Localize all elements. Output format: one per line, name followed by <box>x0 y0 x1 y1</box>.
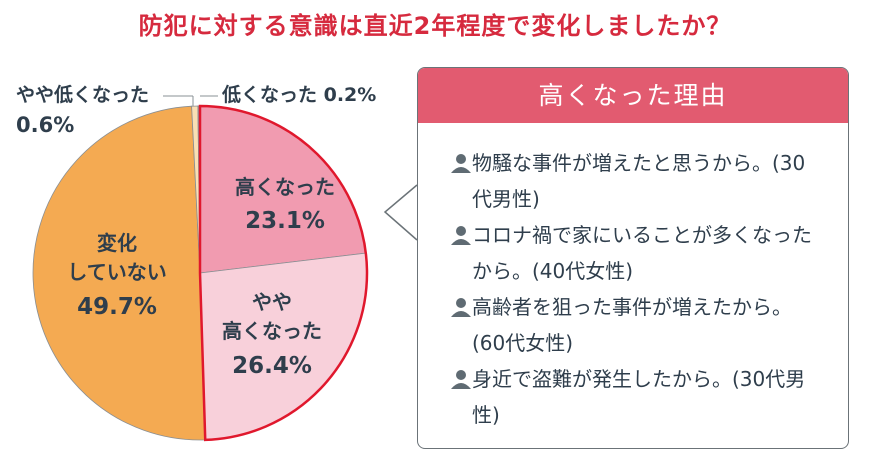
label-slightly-low-name: やや低くなった <box>16 84 150 106</box>
label-low: 低くなった 0.2% <box>222 84 377 106</box>
reason-text: 身近で盗難が発生したから。(30代男性) <box>472 367 806 427</box>
label-no-change-value: 49.7% <box>77 294 157 320</box>
reason-text: 物騒な事件が増えたと思うから。(30代男性) <box>472 151 806 211</box>
person-icon <box>451 370 471 389</box>
label-slightly-low-value: 0.6% <box>16 113 75 137</box>
label-high-name: 高くなった <box>235 175 335 199</box>
highlight-outline <box>198 104 369 442</box>
person-icon <box>451 226 471 245</box>
reason-text: コロナ禍で家にいることが多くなったから。(40代女性) <box>472 223 812 283</box>
person-icon <box>451 154 471 173</box>
pie-slice-2 <box>32 105 206 441</box>
reason-item: 物騒な事件が増えたと思うから。(30代男性) <box>450 145 848 217</box>
label-no-change-name1: 変化 <box>97 231 137 255</box>
label-slightly-low: やや低くなった 0.6% <box>16 80 149 140</box>
callout-tail <box>383 184 418 241</box>
reason-item: 高齢者を狙った事件が増えたから。(60代女性) <box>450 289 848 361</box>
person-icon <box>451 298 471 317</box>
chart-title: 防犯に対する意識は直近2年程度で変化しましたか？ <box>138 12 732 40</box>
callout-title: 高くなった理由 <box>418 68 848 123</box>
label-slightly-high-value: 26.4% <box>232 353 312 379</box>
label-slightly-high-name2: 高くなった <box>222 319 322 343</box>
callout-box: 高くなった理由 物騒な事件が増えたと思うから。(30代男性) コロナ禍で家にいる… <box>417 67 849 449</box>
label-no-change-name2: していない <box>67 260 166 284</box>
label-slightly-high-name1: やや <box>252 290 292 314</box>
reason-item: 身近で盗難が発生したから。(30代男性) <box>450 361 848 433</box>
reason-list: 物騒な事件が増えたと思うから。(30代男性) コロナ禍で家にいることが多くなった… <box>418 123 848 433</box>
pie-slice-1 <box>199 252 368 441</box>
label-high-value: 23.1% <box>245 208 325 234</box>
reason-text: 高齢者を狙った事件が増えたから。(60代女性) <box>472 295 792 355</box>
reason-item: コロナ禍で家にいることが多くなったから。(40代女性) <box>450 217 848 289</box>
